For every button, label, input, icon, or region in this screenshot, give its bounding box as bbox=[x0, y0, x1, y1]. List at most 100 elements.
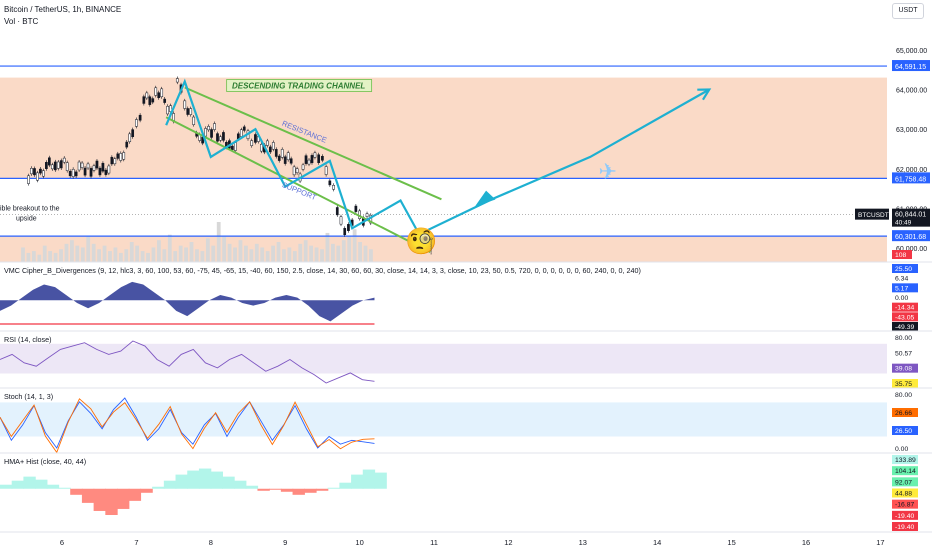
candle-body bbox=[53, 161, 57, 171]
candle-body bbox=[101, 162, 105, 172]
candle-body bbox=[219, 136, 222, 141]
hma-bar bbox=[140, 488, 153, 493]
candle-body bbox=[107, 165, 111, 174]
vmc-top-value: 108 bbox=[895, 252, 907, 259]
level-badge-text: 64,591.15 bbox=[895, 64, 926, 71]
candle-body bbox=[210, 129, 213, 138]
time-tick: 7 bbox=[134, 538, 138, 547]
volume-bar bbox=[303, 240, 308, 262]
indicator-line-2-1 bbox=[0, 398, 375, 454]
volume-bar bbox=[59, 249, 63, 262]
volume-bar bbox=[167, 234, 172, 262]
time-tick: 9 bbox=[283, 538, 287, 547]
indicator-tick: -49.39 bbox=[895, 324, 914, 331]
candle-body bbox=[292, 166, 296, 176]
hma-bar bbox=[292, 488, 305, 495]
volume-bar bbox=[205, 238, 210, 262]
volume-bar bbox=[282, 249, 286, 262]
hma-bar bbox=[93, 488, 106, 511]
volume-bar bbox=[31, 251, 36, 262]
candle-body bbox=[254, 134, 257, 143]
candle-body bbox=[265, 140, 269, 146]
indicator-tick: -19.40 bbox=[895, 524, 914, 531]
hma-bar bbox=[128, 488, 142, 501]
candle-body bbox=[68, 170, 72, 177]
indicator-tick: 80.00 bbox=[895, 392, 912, 399]
breakout-note-2: upside bbox=[16, 215, 37, 222]
candle-body bbox=[328, 180, 332, 186]
volume-bar bbox=[216, 222, 221, 262]
level-badge-0 bbox=[892, 60, 930, 72]
hma-bar bbox=[269, 488, 282, 490]
candle-body bbox=[313, 152, 317, 158]
candle-body bbox=[104, 169, 108, 175]
indicator-badge bbox=[892, 264, 918, 273]
channel-line-1 bbox=[165, 116, 431, 253]
hma-bar bbox=[280, 488, 294, 492]
candle-body bbox=[186, 108, 190, 115]
indicator-badge bbox=[892, 522, 918, 531]
price-tick: 65,000.00 bbox=[896, 48, 927, 55]
candle-body bbox=[234, 142, 237, 151]
candle-body bbox=[27, 175, 30, 184]
hma-bar bbox=[105, 488, 118, 515]
candle-body bbox=[347, 224, 350, 231]
time-tick: 15 bbox=[727, 538, 735, 547]
candle-body bbox=[128, 133, 132, 143]
candle-body bbox=[213, 123, 216, 130]
candle-body bbox=[271, 142, 275, 150]
candle-body bbox=[89, 168, 93, 177]
volume-bar bbox=[260, 247, 265, 262]
breakout-note-1: ible breakout to the bbox=[0, 205, 60, 212]
hma-bar bbox=[23, 476, 36, 489]
candle-body bbox=[30, 168, 33, 175]
indicator-tick: -19.40 bbox=[895, 513, 914, 520]
hma-bar bbox=[257, 488, 270, 491]
candle-body bbox=[163, 98, 167, 103]
volume-bar bbox=[265, 251, 270, 262]
candle-body bbox=[321, 155, 324, 161]
indicator-title-1: RSI (14, close) bbox=[4, 335, 52, 344]
candle-body bbox=[92, 165, 96, 171]
volume-bar bbox=[102, 245, 107, 262]
hma-bar bbox=[339, 482, 352, 489]
volume-bar bbox=[146, 252, 150, 262]
arrow-head-end bbox=[697, 88, 712, 101]
indicator-tick: 50.57 bbox=[895, 350, 912, 357]
airplane-emoji: ✈ bbox=[599, 159, 617, 184]
volume-bar bbox=[233, 247, 237, 262]
indicator-badge bbox=[892, 477, 918, 487]
volume-bar bbox=[157, 240, 161, 262]
vmc-wave-area bbox=[0, 281, 375, 322]
volume-bar bbox=[320, 249, 324, 262]
indicator-band-2 bbox=[0, 402, 887, 437]
hma-bar bbox=[35, 479, 48, 489]
candle-body bbox=[116, 153, 120, 159]
volume-bar bbox=[227, 243, 232, 262]
price-tick: 62,000.00 bbox=[896, 167, 927, 174]
currency-button[interactable]: USDT bbox=[892, 3, 924, 19]
hma-bar bbox=[187, 470, 200, 489]
level-badge-1 bbox=[892, 172, 930, 184]
volume-bar bbox=[200, 251, 205, 262]
candle-body bbox=[335, 207, 339, 216]
candle-body bbox=[339, 216, 343, 225]
candle-body bbox=[250, 140, 254, 146]
candle-body bbox=[280, 149, 284, 158]
candle-body bbox=[71, 169, 75, 177]
indicator-badge bbox=[892, 466, 918, 476]
time-tick: 16 bbox=[802, 538, 810, 547]
hma-bar bbox=[210, 471, 223, 489]
time-tick: 14 bbox=[653, 538, 661, 547]
candle-body bbox=[95, 160, 99, 169]
candle-body bbox=[277, 155, 281, 161]
volume-bar bbox=[309, 245, 314, 262]
level-badge-2 bbox=[892, 230, 930, 242]
indicator-tick: 80.00 bbox=[895, 335, 912, 342]
volume-bar bbox=[97, 249, 102, 262]
volume-bar bbox=[53, 252, 58, 262]
indicator-tick: 35.75 bbox=[895, 381, 912, 388]
volume-bar bbox=[124, 249, 129, 262]
candle-body bbox=[45, 162, 48, 169]
